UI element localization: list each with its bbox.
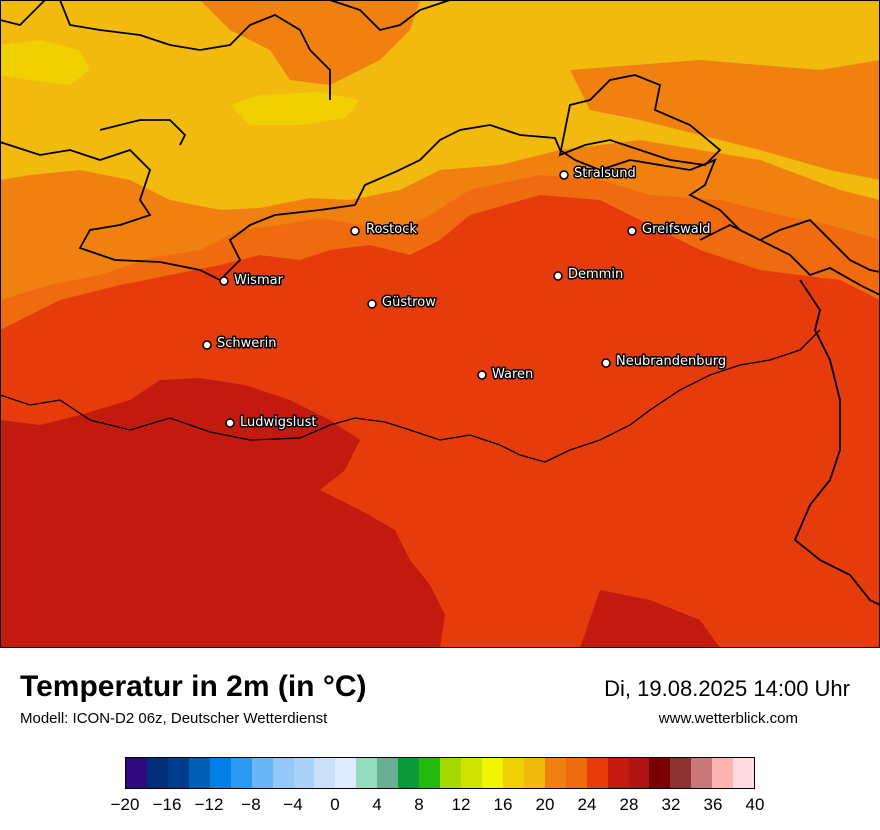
temp-patch-20-22-north xyxy=(200,0,420,85)
city-ludwigslust: Ludwigslust xyxy=(225,414,318,432)
city-guestrow: Güstrow xyxy=(367,294,438,312)
model-info: Modell: ICON-D2 06z, Deutscher Wetterdie… xyxy=(20,710,328,727)
city-marker xyxy=(202,340,212,350)
legend-tick-label: 20 xyxy=(535,795,555,814)
city-label: Neubrandenburg xyxy=(616,354,726,369)
city-markers: Stralsund Rostock Greifswald Demmin Wism… xyxy=(202,165,728,432)
city-waren: Waren xyxy=(477,366,535,384)
legend-swatch xyxy=(251,758,273,788)
legend-swatch xyxy=(419,758,441,788)
city-marker xyxy=(350,226,360,236)
legend-tick-label: −16 xyxy=(152,795,182,814)
legend-swatch xyxy=(377,758,399,788)
legend-swatch xyxy=(335,758,357,788)
city-stralsund: Stralsund xyxy=(559,165,637,183)
city-demmin: Demmin xyxy=(553,266,625,284)
legend-tick-label: 16 xyxy=(493,795,513,814)
legend-swatch xyxy=(586,758,608,788)
legend-swatch xyxy=(649,758,671,788)
border-line xyxy=(0,329,821,463)
temp-patch-16-18-b xyxy=(230,92,360,125)
city-label: Güstrow xyxy=(382,295,436,310)
city-label: Waren xyxy=(492,367,533,382)
city-marker xyxy=(219,276,229,286)
map-title: Temperatur in 2m (in °C) xyxy=(20,670,367,703)
city-label: Wismar xyxy=(234,273,284,288)
city-label: Demmin xyxy=(568,267,623,282)
legend-tick-label: 4 xyxy=(372,795,382,814)
legend-tick-label: 32 xyxy=(661,795,681,814)
legend-swatch xyxy=(356,758,378,788)
city-label: Schwerin xyxy=(217,336,276,351)
legend-swatch xyxy=(272,758,294,788)
legend-swatch xyxy=(188,758,210,788)
city-wismar: Wismar xyxy=(219,272,285,290)
legend-swatch xyxy=(398,758,420,788)
legend-tick-label: 36 xyxy=(703,795,723,814)
legend-swatch xyxy=(565,758,587,788)
color-legend-ticks: −20 −16 −12 −8 −4 0 4 8 12 16 20 24 28 32 36 40 xyxy=(111,795,765,819)
legend-swatch xyxy=(670,758,692,788)
temp-patch-16-18-a xyxy=(0,40,90,85)
legend-swatch xyxy=(209,758,231,788)
city-marker xyxy=(553,271,563,281)
temp-zone-26-28 xyxy=(0,378,445,648)
city-schwerin: Schwerin xyxy=(202,335,278,353)
legend-swatch xyxy=(523,758,545,788)
legend-swatch xyxy=(691,758,713,788)
coastline-rugen xyxy=(558,74,722,166)
legend-swatch xyxy=(126,758,147,788)
legend-swatch xyxy=(502,758,524,788)
coastline-denmark xyxy=(0,0,451,146)
forecast-datetime: Di, 19.08.2025 14:00 Uhr xyxy=(604,676,850,701)
temp-patch-20-22-east xyxy=(570,60,880,180)
temp-zone-18-20 xyxy=(0,0,880,210)
legend-swatch xyxy=(481,758,503,788)
city-marker xyxy=(627,226,637,236)
city-label: Greifswald xyxy=(642,222,711,237)
city-label: Stralsund xyxy=(574,166,636,181)
coastline-usedom xyxy=(699,223,880,606)
city-label: Rostock xyxy=(366,222,417,237)
legend-tick-label: 0 xyxy=(330,795,340,814)
legend-tick-label: −4 xyxy=(283,795,303,814)
city-marker xyxy=(225,418,235,428)
city-neubrandenburg: Neubrandenburg xyxy=(601,353,728,371)
legend-tick-label: 24 xyxy=(577,795,597,814)
legend-swatch xyxy=(230,758,252,788)
legend-swatch xyxy=(733,758,755,788)
legend-swatch xyxy=(628,758,650,788)
legend-tick-label: 40 xyxy=(745,795,765,814)
legend-swatch xyxy=(146,758,168,788)
coastline-main xyxy=(0,124,880,282)
legend-swatch xyxy=(167,758,189,788)
website-link[interactable]: www.wetterblick.com xyxy=(658,710,798,727)
legend-tick-label: −8 xyxy=(241,795,261,814)
temperature-map: Stralsund Rostock Greifswald Demmin Wism… xyxy=(0,0,880,648)
legend-tick-label: 8 xyxy=(414,795,424,814)
legend-tick-label: −20 xyxy=(110,795,140,814)
legend-swatch xyxy=(461,758,482,788)
city-marker xyxy=(367,299,377,309)
legend-swatch xyxy=(293,758,315,788)
city-marker xyxy=(477,370,487,380)
city-marker xyxy=(559,170,569,180)
color-legend-bar xyxy=(125,757,755,789)
legend-tick-label: −12 xyxy=(194,795,224,814)
legend-swatch xyxy=(544,758,566,788)
city-greifswald: Greifswald xyxy=(627,221,712,239)
temp-patch-26-28-south xyxy=(580,590,720,648)
legend-tick-label: 12 xyxy=(451,795,471,814)
city-marker xyxy=(601,358,611,368)
city-label: Ludwigslust xyxy=(240,415,317,430)
legend-swatch xyxy=(712,758,734,788)
legend-swatch xyxy=(440,758,461,788)
legend-tick-label: 28 xyxy=(619,795,639,814)
city-rostock: Rostock xyxy=(350,221,419,239)
legend-swatch xyxy=(607,758,629,788)
legend-swatch xyxy=(314,758,336,788)
